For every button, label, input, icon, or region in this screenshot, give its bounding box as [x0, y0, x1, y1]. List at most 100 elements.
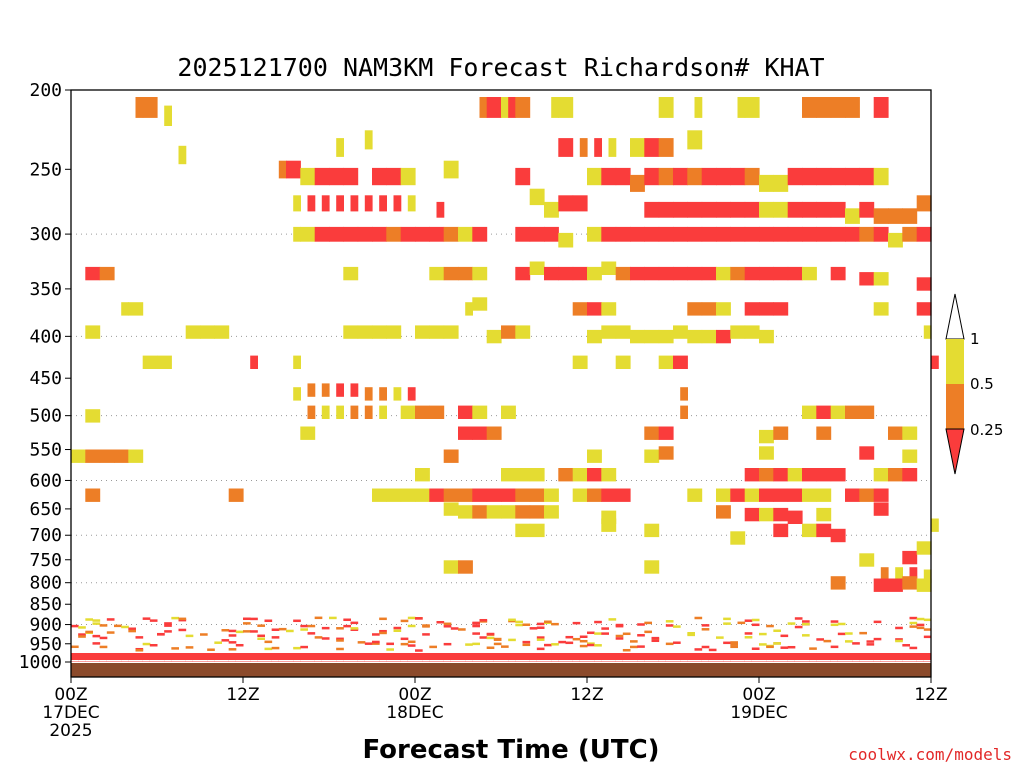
heatmap-cell	[644, 560, 660, 574]
low-level-strip	[235, 643, 244, 647]
low-level-strip	[909, 646, 918, 650]
heatmap-cell	[601, 468, 617, 482]
heatmap-cell	[178, 145, 187, 165]
heatmap-cell	[923, 569, 932, 583]
low-level-strip	[673, 641, 681, 644]
surface-band	[71, 663, 931, 677]
surface-gap	[372, 660, 380, 662]
surface-gap	[845, 660, 853, 662]
boundary-layer-cell	[149, 653, 158, 662]
boundary-layer-cell	[723, 653, 731, 662]
heatmap-cell	[443, 266, 459, 281]
low-level-strip	[508, 638, 516, 642]
x-tick-label: 00Z	[398, 685, 431, 705]
heatmap-cell	[802, 97, 817, 118]
surface-gap	[601, 660, 609, 662]
surface-gap	[71, 660, 79, 662]
low-level-strip	[873, 637, 882, 641]
low-level-strip	[271, 628, 280, 631]
heatmap-cell	[429, 405, 445, 419]
heatmap-cell	[687, 488, 703, 502]
heatmap-cell	[336, 383, 344, 397]
heatmap-cell	[515, 505, 531, 519]
heatmap-cell	[787, 488, 803, 502]
surface-gap	[429, 660, 437, 662]
low-level-strip	[751, 623, 760, 627]
heatmap-cell	[873, 302, 889, 316]
boundary-layer-cell	[479, 653, 488, 662]
heatmap-cell	[415, 325, 430, 339]
y-tick-label: 500	[29, 406, 62, 427]
boundary-layer-cell	[293, 653, 301, 662]
surface-gap	[802, 660, 810, 662]
heatmap-cell	[364, 195, 373, 212]
surface-gap	[386, 660, 394, 662]
surface-gap	[787, 660, 796, 662]
boundary-layer-cell	[859, 653, 867, 662]
boundary-layer-cell	[744, 653, 753, 662]
surface-gap	[866, 660, 875, 662]
heatmap-cell	[529, 505, 545, 519]
heatmap-cell	[85, 266, 101, 281]
heatmap-cell	[164, 105, 172, 126]
low-level-strip	[701, 645, 710, 649]
heatmap-cell	[415, 488, 430, 502]
low-level-strip	[830, 645, 839, 649]
heatmap-cell	[737, 97, 746, 118]
heatmap-cell	[601, 488, 617, 502]
heatmap-cell	[658, 201, 674, 218]
heatmap-cell	[701, 266, 717, 281]
low-level-strip	[149, 619, 158, 622]
surface-gap	[357, 660, 366, 662]
boundary-layer-cell	[637, 653, 645, 662]
heatmap-cell	[544, 488, 559, 502]
heatmap-cell	[372, 226, 387, 242]
heatmap-cell	[486, 329, 502, 344]
heatmap-cell	[787, 266, 803, 281]
heatmap-cell	[701, 329, 717, 344]
surface-gap	[128, 660, 136, 662]
low-level-strip	[393, 626, 402, 630]
low-level-strip	[665, 642, 674, 646]
heatmap-cell	[443, 325, 459, 339]
y-tick-label: 800	[29, 573, 62, 594]
heatmap-cell	[830, 167, 846, 186]
boundary-layer-cell	[658, 653, 667, 662]
surface-gap	[773, 660, 781, 662]
surface-gap	[909, 660, 918, 662]
low-level-strip	[415, 649, 423, 652]
boundary-layer-cell	[257, 653, 265, 662]
low-level-strip	[830, 623, 839, 627]
heatmap-cell	[744, 201, 760, 218]
low-level-strip	[744, 619, 753, 622]
low-level-strip	[587, 631, 595, 635]
heatmap-cell	[601, 518, 617, 532]
heatmap-cell	[773, 468, 789, 482]
surface-gap	[271, 660, 280, 662]
boundary-layer-cell	[228, 653, 237, 662]
heatmap-cells	[71, 97, 939, 592]
low-level-strip	[536, 638, 545, 641]
heatmap-cell	[888, 578, 903, 592]
boundary-layer-cell	[350, 653, 359, 662]
heatmap-cell	[529, 468, 545, 482]
boundary-layer-cell	[379, 653, 387, 662]
heatmap-cell	[730, 531, 746, 545]
heatmap-cell	[658, 226, 674, 242]
surface-gap	[214, 660, 222, 662]
surface-gap	[393, 660, 402, 662]
boundary-layer-cell	[300, 653, 308, 662]
surface-gap	[830, 660, 839, 662]
low-level-strip	[787, 622, 796, 625]
low-level-strip	[400, 642, 409, 646]
boundary-layer-cell	[823, 653, 832, 662]
low-level-strip	[522, 643, 531, 647]
heatmap-cell	[400, 488, 416, 502]
low-level-strip	[78, 633, 86, 636]
heatmap-cell	[142, 97, 158, 118]
heatmap-cell	[773, 302, 789, 316]
heatmap-cell	[372, 488, 387, 502]
heatmap-cell	[716, 266, 731, 281]
x-tick-label: 12Z	[570, 685, 603, 705]
heatmap-cell	[314, 226, 330, 242]
